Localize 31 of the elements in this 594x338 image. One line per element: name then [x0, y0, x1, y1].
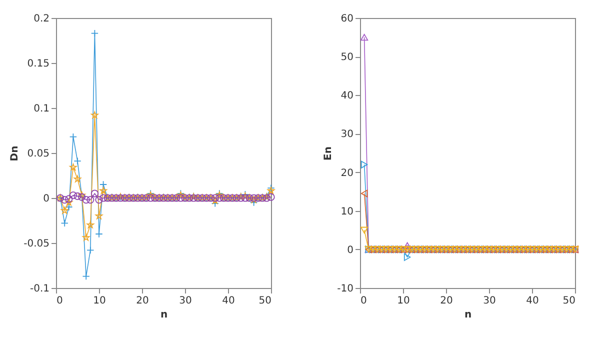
y-tick-label: 0 — [43, 194, 50, 204]
x-tick-label: 10 — [93, 296, 106, 306]
y-tick-label: 60 — [340, 14, 354, 24]
y-tick-label: 0.15 — [27, 58, 50, 70]
x-tick-label: 50 — [562, 296, 576, 306]
y-tick-label: -10 — [337, 284, 354, 294]
y-tick-label: 0.05 — [27, 148, 50, 160]
x-axis-title: n — [160, 310, 168, 320]
y-axis-title: Dn — [10, 146, 21, 162]
x-tick-label: 0 — [360, 296, 367, 306]
x-tick-label: 0 — [56, 296, 63, 306]
y-tick-label: 20 — [340, 168, 354, 179]
x-axis-title: n — [464, 310, 472, 320]
x-tick-label: 30 — [483, 296, 496, 306]
x-tick-label: 30 — [179, 296, 192, 306]
y-tick-label: 40 — [340, 90, 354, 102]
y-tick-label: 10 — [340, 206, 354, 218]
y-tick-label: 30 — [340, 129, 354, 140]
y-tick-label: 0 — [347, 244, 354, 256]
y-axis-title: En — [323, 146, 334, 160]
x-tick-label: 20 — [136, 296, 149, 306]
x-tick-label: 40 — [526, 296, 539, 306]
x-tick-label: 10 — [397, 296, 410, 306]
x-tick-label: 40 — [222, 296, 235, 306]
y-tick-label: 0.1 — [34, 104, 50, 114]
y-tick-label: 0.2 — [34, 14, 50, 24]
y-tick-label: -0.1 — [30, 284, 50, 294]
x-tick-label: 20 — [440, 296, 453, 306]
y-tick-label: 50 — [340, 52, 354, 64]
y-tick-label: -0.05 — [24, 238, 50, 250]
x-tick-label: 50 — [258, 296, 272, 306]
